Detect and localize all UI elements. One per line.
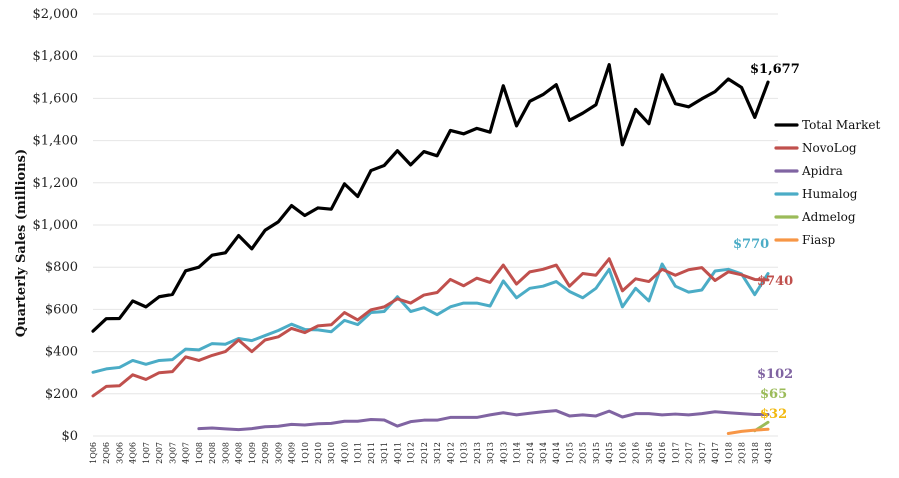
x-tick-label: 3Q09 — [274, 442, 283, 464]
y-tick-label: $0 — [61, 429, 78, 444]
series-line-apidra — [197, 409, 770, 432]
series-lines — [91, 63, 770, 435]
end-label-total-market: $1,677 — [750, 62, 800, 77]
x-tick-label: 1Q12 — [407, 442, 416, 464]
legend-label: Admelog — [801, 210, 856, 224]
y-tick-label: $2,000 — [33, 7, 79, 22]
x-tick-label: 1Q13 — [460, 442, 469, 464]
x-tick-label: 4Q18 — [764, 442, 773, 464]
legend-label: Humalog — [802, 187, 858, 201]
x-tick-label: 2Q14 — [526, 442, 535, 464]
y-tick-label: $600 — [45, 302, 78, 317]
y-tick-label: $1,400 — [33, 134, 79, 149]
end-label-admelog: $65 — [760, 387, 787, 402]
x-tick-label: 2Q07 — [155, 442, 164, 464]
end-label-novolog: $740 — [757, 274, 793, 289]
x-axis: 1Q06 2Q06 3Q06 4Q06 1Q07 2Q07 3Q07 4Q07 1Q08 2Q08… — [89, 442, 773, 464]
x-tick-label: 3Q16 — [645, 442, 654, 464]
x-tick-label: 1Q08 — [195, 442, 204, 464]
end-label-apidra: $102 — [757, 367, 793, 382]
x-tick-label: 1Q11 — [354, 442, 363, 464]
legend-label: Total Market — [802, 118, 880, 132]
y-tick-label: $1,800 — [33, 49, 79, 64]
x-tick-label: 4Q09 — [288, 442, 297, 464]
x-tick-label: 2Q16 — [632, 442, 641, 464]
y-tick-label: $400 — [45, 345, 78, 360]
x-tick-label: 4Q11 — [393, 442, 402, 464]
x-tick-label: 3Q06 — [115, 442, 124, 464]
x-tick-label: 4Q16 — [658, 442, 667, 464]
x-tick-label: 1Q06 — [89, 442, 98, 464]
legend-label: NovoLog — [802, 141, 857, 155]
x-tick-label: 3Q18 — [751, 442, 760, 464]
x-tick-label: 1Q18 — [724, 442, 733, 464]
y-tick-label: $1,200 — [33, 176, 79, 191]
y-axis-label: Quarterly Sales (millions) — [14, 149, 29, 337]
y-tick-label: $1,000 — [33, 218, 79, 233]
y-axis: $0 $200 $400 $600 $800 $1,000 $1,200 $1,400 $1,6… — [33, 7, 79, 444]
x-tick-label: 1Q10 — [301, 442, 310, 464]
y-tick-label: $800 — [45, 260, 78, 275]
x-tick-label: 2Q09 — [261, 442, 270, 464]
x-tick-label: 4Q10 — [340, 442, 349, 464]
x-tick-label: 4Q07 — [182, 442, 191, 464]
x-tick-label: 1Q07 — [142, 442, 151, 464]
x-tick-label: 3Q13 — [486, 442, 495, 464]
x-tick-label: 1Q09 — [248, 442, 257, 464]
end-label-fiasp: $32 — [760, 407, 787, 422]
x-tick-label: 4Q17 — [711, 442, 720, 464]
x-tick-label: 2Q15 — [579, 442, 588, 464]
x-tick-label: 3Q17 — [698, 442, 707, 464]
series-line-novolog — [91, 257, 770, 398]
legend-label: Fiasp — [802, 233, 835, 247]
x-tick-label: 2Q12 — [420, 442, 429, 464]
x-tick-label: 4Q13 — [499, 442, 508, 464]
x-tick-label: 2Q08 — [208, 442, 217, 464]
x-tick-label: 2Q17 — [685, 442, 694, 464]
x-tick-label: 2Q11 — [367, 442, 376, 464]
x-tick-label: 1Q14 — [513, 442, 522, 464]
end-labels: $1,677 $740 $102 $770 $65 $32 — [733, 62, 800, 422]
x-tick-label: 3Q15 — [592, 442, 601, 464]
x-tick-label: 4Q06 — [129, 442, 138, 464]
x-tick-label: 4Q15 — [605, 442, 614, 464]
x-tick-label: 1Q16 — [618, 442, 627, 464]
x-tick-label: 4Q12 — [446, 442, 455, 464]
y-tick-label: $200 — [45, 387, 78, 402]
legend: Total Market NovoLog Apidra Humalog Admelog F… — [774, 118, 880, 247]
x-tick-label: 2Q06 — [102, 442, 111, 464]
legend-label: Apidra — [801, 164, 843, 178]
x-tick-label: 2Q18 — [738, 442, 747, 464]
series-line-total-market — [91, 63, 770, 333]
x-tick-label: 3Q14 — [539, 442, 548, 464]
x-tick-label: 3Q10 — [327, 442, 336, 464]
x-tick-label: 1Q17 — [671, 442, 680, 464]
x-tick-label: 1Q15 — [565, 442, 574, 464]
gridlines — [93, 13, 778, 437]
x-tick-label: 4Q08 — [235, 442, 244, 464]
end-label-humalog: $770 — [733, 237, 769, 252]
x-tick-label: 3Q12 — [433, 442, 442, 464]
series-line-humalog — [91, 262, 770, 374]
series-line-fiasp — [726, 427, 770, 435]
x-tick-label: 3Q07 — [168, 442, 177, 464]
x-tick-label: 3Q08 — [221, 442, 230, 464]
x-tick-label: 4Q14 — [552, 442, 561, 464]
x-tick-label: 2Q13 — [473, 442, 482, 464]
x-tick-label: 3Q11 — [380, 442, 389, 464]
x-tick-label: 2Q10 — [314, 442, 323, 464]
y-tick-label: $1,600 — [33, 91, 79, 106]
